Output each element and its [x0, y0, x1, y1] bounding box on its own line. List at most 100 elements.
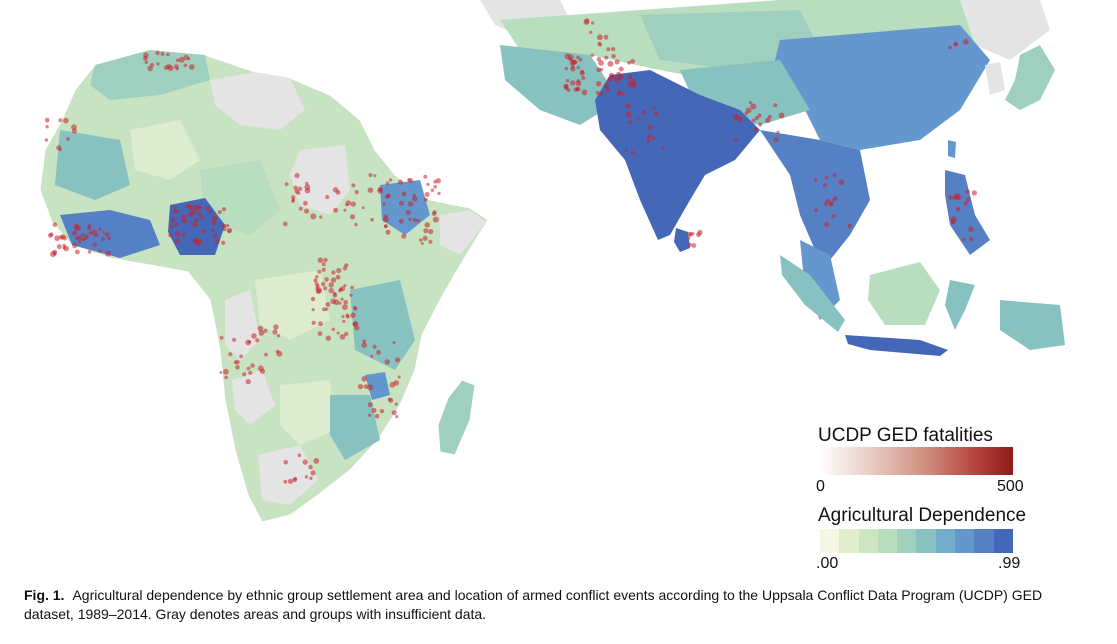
- asia-region: [480, 0, 1065, 356]
- agri-bin-5: [916, 529, 936, 553]
- conflict-event-point: [343, 208, 347, 212]
- agriculture-min-label: .00: [816, 555, 839, 572]
- conflict-event-point: [357, 383, 364, 390]
- conflict-event-point: [344, 263, 349, 268]
- conflict-event-point: [176, 58, 180, 63]
- conflict-event-point: [813, 178, 818, 182]
- india: [595, 70, 760, 240]
- conflict-event-point: [397, 179, 403, 185]
- conflict-event-point: [951, 219, 956, 225]
- conflict-event-point: [646, 138, 651, 143]
- conflict-event-point: [595, 81, 602, 87]
- conflict-event-point: [197, 211, 202, 217]
- conflict-event-point: [173, 205, 177, 210]
- conflict-event-point: [948, 45, 952, 50]
- conflict-event-point: [169, 224, 174, 229]
- conflict-event-point: [105, 250, 111, 257]
- conflict-event-point: [401, 191, 407, 197]
- conflict-event-point: [625, 103, 631, 109]
- conflict-event-point: [325, 302, 331, 307]
- conflict-event-point: [330, 277, 337, 283]
- agri-bin-0: [820, 529, 840, 553]
- conflict-event-point: [156, 62, 160, 66]
- conflict-event-point: [297, 186, 303, 191]
- conflict-event-point: [304, 187, 311, 194]
- conflict-event-point: [757, 113, 762, 118]
- conflict-event-point: [273, 324, 279, 330]
- conflict-event-point: [370, 217, 374, 222]
- agri-bin-4: [897, 529, 917, 553]
- conflict-event-point: [239, 354, 243, 359]
- new-guinea: [1000, 300, 1065, 350]
- conflict-event-point: [222, 226, 227, 232]
- conflict-event-point: [368, 173, 373, 178]
- conflict-event-point: [647, 124, 653, 130]
- conflict-event-point: [321, 262, 326, 267]
- conflict-event-point: [219, 371, 223, 374]
- conflict-event-point: [294, 173, 300, 179]
- conflict-event-point: [428, 239, 433, 244]
- conflict-event-point: [631, 81, 637, 88]
- conflict-event-point: [63, 245, 69, 252]
- conflict-event-point: [221, 240, 226, 245]
- conflict-event-point: [328, 282, 334, 288]
- conflict-event-point: [778, 112, 785, 119]
- conflict-event-point: [617, 77, 621, 81]
- conflict-event-point: [407, 178, 411, 182]
- conflict-event-point: [412, 217, 417, 222]
- conflict-event-point: [385, 181, 390, 185]
- conflict-event-point: [564, 66, 569, 71]
- conflict-event-point: [310, 296, 316, 302]
- conflict-event-point: [144, 60, 149, 64]
- conflict-event-point: [350, 201, 356, 207]
- conflict-event-point: [283, 479, 288, 484]
- conflict-event-point: [319, 215, 323, 219]
- conflict-event-point: [426, 182, 430, 187]
- conflict-event-point: [829, 203, 833, 207]
- conflict-event-point: [66, 137, 70, 141]
- conflict-event-point: [331, 327, 335, 331]
- agri-bin-3: [877, 529, 898, 553]
- conflict-event-point: [398, 200, 404, 206]
- conflict-event-point: [147, 65, 153, 72]
- conflict-event-point: [193, 205, 200, 211]
- conflict-event-point: [214, 239, 220, 244]
- borneo: [868, 262, 940, 325]
- conflict-event-point: [961, 237, 966, 242]
- conflict-event-point: [583, 19, 590, 25]
- korea: [985, 62, 1005, 95]
- conflict-event-point: [385, 193, 391, 199]
- conflict-event-point: [317, 331, 323, 336]
- conflict-event-point: [313, 278, 318, 283]
- conflict-event-point: [420, 242, 424, 245]
- conflict-event-point: [394, 402, 398, 406]
- conflict-event-point: [697, 229, 703, 236]
- conflict-event-point: [621, 91, 625, 96]
- agriculture-max-label: .99: [998, 555, 1021, 572]
- conflict-event-point: [361, 206, 365, 210]
- conflict-event-point: [965, 197, 971, 202]
- conflict-event-point: [72, 243, 78, 249]
- conflict-event-point: [292, 477, 298, 483]
- conflict-event-point: [370, 354, 374, 358]
- conflict-event-point: [336, 267, 342, 274]
- conflict-event-point: [687, 242, 692, 247]
- conflict-event-point: [590, 53, 594, 58]
- conflict-event-point: [573, 87, 578, 92]
- conflict-event-point: [217, 210, 222, 215]
- conflict-event-point: [298, 206, 303, 211]
- conflict-event-point: [733, 114, 738, 119]
- conflict-event-point: [345, 203, 349, 207]
- gray-area: [440, 210, 486, 255]
- conflict-event-point: [75, 249, 80, 255]
- agri-bin-9: [993, 529, 1013, 553]
- conflict-event-point: [596, 57, 602, 62]
- conflict-event-point: [589, 30, 593, 34]
- conflict-event-point: [433, 184, 438, 189]
- conflict-event-point: [155, 50, 160, 56]
- conflict-event-point: [75, 236, 79, 241]
- conflict-event-point: [333, 207, 339, 213]
- conflict-event-point: [302, 459, 308, 465]
- agri-area: [500, 45, 620, 125]
- conflict-event-point: [340, 297, 344, 301]
